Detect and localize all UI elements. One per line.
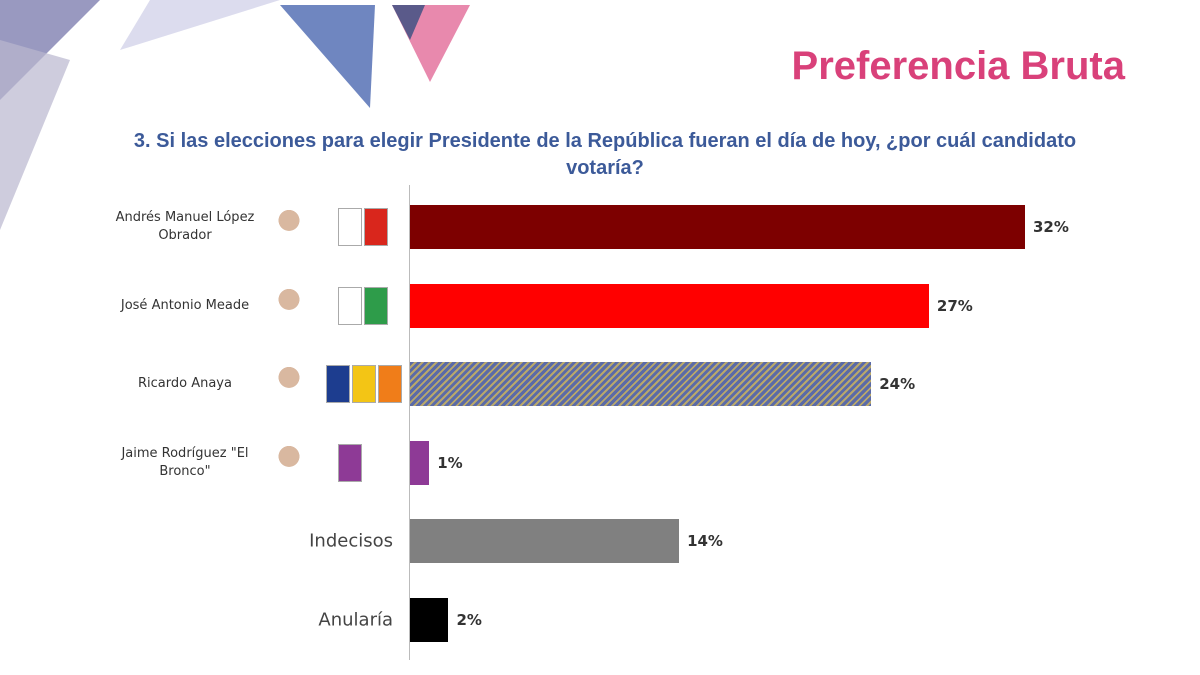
candidate-photo	[270, 440, 308, 485]
value-label: 32%	[1033, 218, 1069, 236]
bar	[410, 440, 430, 485]
candidate-photo	[270, 283, 308, 328]
candidate-photo	[270, 205, 308, 249]
value-label: 1%	[437, 453, 463, 472]
value-label: 2%	[456, 611, 482, 629]
category-label: José Antonio Meade	[120, 297, 250, 313]
category-label: Indecisos	[309, 530, 393, 552]
bar	[410, 283, 929, 328]
category-label: Ricardo Anaya	[138, 376, 232, 392]
value-label: 27%	[936, 296, 973, 315]
chart-title: Preferencia Bruta	[791, 44, 1125, 88]
value-label: 14%	[687, 532, 723, 551]
bar	[410, 362, 872, 407]
category-label: Jaime Rodríguez "El Bronco"	[121, 445, 249, 479]
category-label: Andrés Manuel López Obrador	[115, 210, 255, 243]
party-logo	[326, 365, 402, 404]
decoration	[0, 0, 470, 230]
value-label: 24%	[879, 375, 916, 394]
party-logo	[338, 286, 388, 325]
bar	[410, 519, 680, 564]
axis-line	[409, 185, 410, 660]
category-label: Anularía	[318, 609, 393, 631]
chart-subtitle: 3. Si las elecciones para elegir Preside…	[133, 130, 1077, 179]
bar	[410, 205, 1025, 249]
candidate-photo	[270, 362, 308, 407]
party-logo	[338, 443, 362, 482]
party-logo	[338, 208, 388, 246]
bar	[410, 598, 449, 642]
